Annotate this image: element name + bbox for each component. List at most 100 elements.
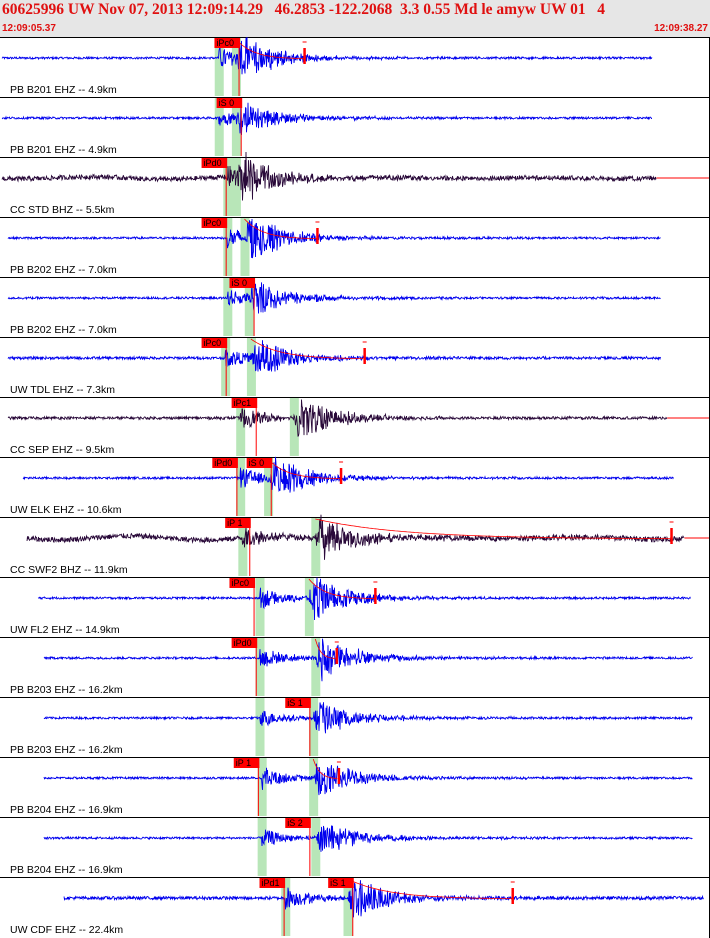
p-window [236, 398, 246, 456]
waveform-trace [1, 37, 653, 75]
pick-label-box [259, 878, 286, 888]
pick-label-box [285, 818, 311, 828]
station-label: PB B203 EHZ -- 16.2km [10, 684, 123, 696]
p-window [255, 638, 265, 696]
station-label: CC STD BHZ -- 5.5km [10, 204, 115, 216]
pick-label-box [214, 38, 241, 48]
waveform-trace [1, 151, 657, 201]
pick-label: iPc0 [204, 338, 222, 348]
pick-label-box [231, 638, 258, 648]
s-window [343, 878, 353, 936]
pick-label-box [212, 458, 238, 468]
coda-decay-curve [315, 518, 672, 539]
station-label: PB B203 EHZ -- 16.2km [10, 744, 123, 756]
station-label: PB B201 EHZ -- 4.9km [10, 144, 117, 156]
pick-label-box [229, 278, 256, 288]
pick-label: iPd0 [234, 638, 252, 648]
plot-background [0, 37, 710, 938]
p-window [223, 158, 233, 216]
waveform-trace [1, 100, 652, 136]
pick-label-box [285, 698, 311, 708]
pick-label-box [233, 758, 260, 768]
pick-label: iS 0 [231, 278, 247, 288]
s-window [309, 698, 319, 756]
pick-label-box [231, 398, 258, 408]
s-window [264, 458, 274, 516]
pick-label: iS 2 [287, 818, 303, 828]
pick-label: iS 0 [249, 458, 265, 468]
pick-label: iP 1 [227, 518, 242, 528]
event-title: 60625996 UW Nov 07, 2013 12:09:14.29 46.… [2, 1, 606, 18]
waveform-trace [63, 880, 704, 918]
station-label: PB B204 EHZ -- 16.9km [10, 864, 123, 876]
s-window [231, 158, 241, 216]
waveform-trace [7, 218, 661, 259]
s-window [309, 758, 319, 816]
pick-label: iPc0 [204, 218, 222, 228]
s-window [246, 338, 256, 396]
p-window [238, 518, 248, 576]
waveform-trace [7, 340, 661, 372]
pick-label-box [328, 878, 354, 888]
seismogram-panel: iPc0 PB B201 EHZ -- 4.9km iS 0 PB B201 EHZ … [0, 37, 710, 938]
pick-label: iPc0 [216, 38, 234, 48]
station-label: PB B204 EHZ -- 16.9km [10, 804, 123, 816]
s-window [240, 218, 250, 276]
pick-label: iP 1 [236, 758, 251, 768]
station-label: UW TDL EHZ -- 7.3km [10, 384, 115, 396]
station-label: PB B201 EHZ -- 4.9km [10, 84, 117, 96]
waveform-trace [43, 825, 693, 852]
waveform-trace [26, 514, 685, 560]
p-window [255, 698, 265, 756]
p-window [214, 98, 224, 156]
station-label: UW ELK EHZ -- 10.6km [10, 504, 122, 516]
station-label: CC SEP EHZ -- 9.5km [10, 444, 114, 456]
pick-label: iPd0 [204, 158, 222, 168]
pick-label-box [246, 458, 273, 468]
pick-label: iS 1 [330, 878, 346, 888]
pick-label: iPd0 [214, 458, 232, 468]
pick-label: iS 1 [287, 698, 303, 708]
s-window [244, 278, 254, 336]
coda-decay-curve [235, 38, 304, 59]
waveform-trace [43, 763, 693, 796]
waveform-trace [22, 456, 674, 493]
p-window [257, 818, 267, 876]
pick-label-box [216, 98, 243, 108]
pick-label-box [229, 578, 256, 588]
station-label: UW FL2 EHZ -- 14.9km [10, 624, 120, 636]
s-window [231, 38, 241, 96]
pick-label: iPc1 [234, 398, 252, 408]
pick-label-box [225, 518, 251, 528]
pick-label: iPd1 [262, 878, 280, 888]
coda-decay-curve [308, 578, 375, 599]
coda-decay-curve [250, 338, 363, 359]
station-label: UW CDF EHZ -- 22.4km [10, 924, 123, 936]
waveform-trace [37, 577, 691, 621]
coda-decay-curve [347, 878, 512, 899]
coda-decay-curve [267, 458, 341, 479]
waveform-trace [7, 399, 668, 437]
station-label: PB B202 EHZ -- 7.0km [10, 264, 117, 276]
p-window [214, 38, 224, 96]
coda-decay-curve [312, 758, 338, 779]
waveform-trace [43, 638, 693, 682]
coda-decay-curve [314, 638, 336, 659]
time-end-label: 12:09:38.27 [654, 23, 708, 34]
pick-label-box [201, 338, 228, 348]
waveform-trace [43, 702, 693, 734]
s-window [311, 518, 321, 576]
coda-decay-curve [244, 218, 317, 239]
s-window [289, 398, 299, 456]
s-window [311, 638, 321, 696]
pick-label-box [201, 218, 228, 228]
pick-label: iS 0 [219, 98, 235, 108]
time-start-label: 12:09:05.37 [2, 23, 56, 34]
station-label: PB B202 EHZ -- 7.0km [10, 324, 117, 336]
waveform-trace [7, 282, 661, 314]
p-window [223, 278, 233, 336]
station-label: CC SWF2 BHZ -- 11.9km [10, 564, 128, 576]
pick-label-box [201, 158, 228, 168]
header-bar: 60625996 UW Nov 07, 2013 12:09:14.29 46.… [0, 0, 710, 37]
pick-label: iPc0 [231, 578, 249, 588]
